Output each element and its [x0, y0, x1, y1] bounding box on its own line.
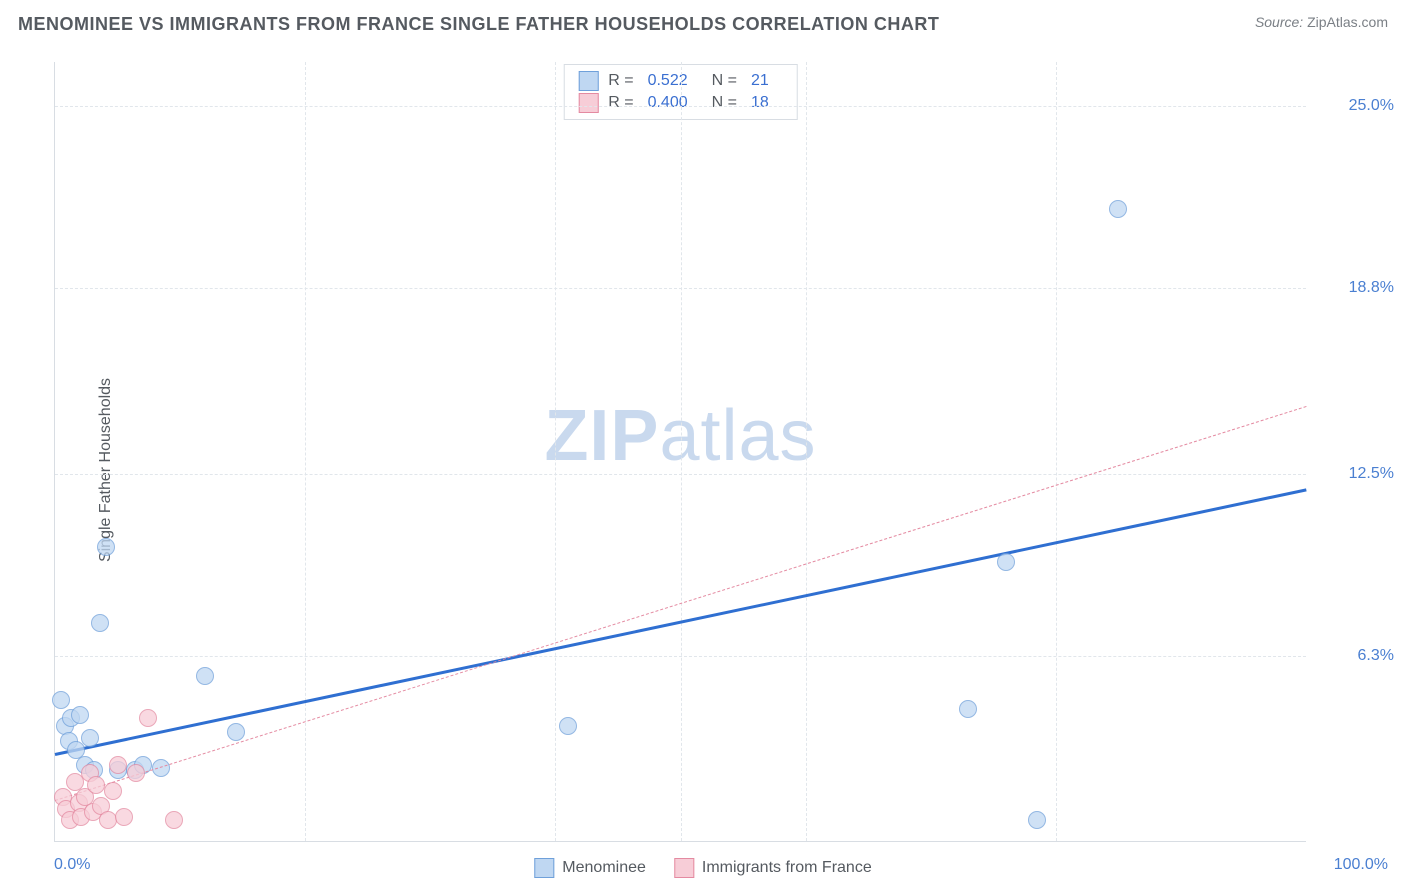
data-point-france — [104, 782, 122, 800]
data-point-france — [99, 811, 117, 829]
gridline-vertical — [681, 62, 682, 841]
watermark-part2: atlas — [659, 396, 816, 476]
data-point-menominee — [997, 553, 1015, 571]
data-point-france — [139, 709, 157, 727]
gridline-vertical — [305, 62, 306, 841]
data-point-menominee — [227, 723, 245, 741]
chart-header: MENOMINEE VS IMMIGRANTS FROM FRANCE SING… — [0, 0, 1406, 43]
gridline-vertical — [1056, 62, 1057, 841]
x-axis-min-label: 0.0% — [54, 856, 90, 874]
legend-swatch-menominee — [578, 71, 598, 91]
data-point-france — [165, 811, 183, 829]
source-attribution: Source: ZipAtlas.com — [1255, 14, 1388, 30]
data-point-menominee — [196, 667, 214, 685]
data-point-france — [115, 808, 133, 826]
r-label: R = — [608, 94, 633, 112]
data-point-menominee — [959, 700, 977, 718]
y-tick-label: 6.3% — [1314, 647, 1394, 665]
data-point-menominee — [81, 729, 99, 747]
data-point-france — [109, 756, 127, 774]
data-point-menominee — [97, 538, 115, 556]
chart-container: Single Father Households ZIPatlas R = 0.… — [0, 48, 1406, 892]
data-point-menominee — [1028, 811, 1046, 829]
watermark-part1: ZIP — [544, 396, 659, 476]
r-label: R = — [608, 72, 633, 90]
data-point-france — [127, 764, 145, 782]
data-point-menominee — [52, 691, 70, 709]
n-label: N = — [712, 94, 737, 112]
plot-area: ZIPatlas R = 0.522 N = 21 R = 0.400 N = … — [54, 62, 1306, 842]
chart-title: MENOMINEE VS IMMIGRANTS FROM FRANCE SING… — [18, 14, 939, 35]
y-tick-label: 12.5% — [1314, 465, 1394, 483]
data-point-menominee — [91, 614, 109, 632]
gridline-vertical — [555, 62, 556, 841]
legend-swatch-menominee — [534, 858, 554, 878]
r-value-menominee: 0.522 — [648, 72, 688, 90]
legend-item-france: Immigrants from France — [674, 858, 872, 878]
y-tick-label: 25.0% — [1314, 97, 1394, 115]
n-value-france: 18 — [751, 94, 769, 112]
data-point-menominee — [1109, 200, 1127, 218]
source-name: ZipAtlas.com — [1307, 14, 1388, 30]
legend-swatch-france — [674, 858, 694, 878]
series-legend: Menominee Immigrants from France — [534, 858, 871, 878]
legend-label-france: Immigrants from France — [702, 859, 872, 877]
gridline-vertical — [806, 62, 807, 841]
n-value-menominee: 21 — [751, 72, 769, 90]
r-value-france: 0.400 — [648, 94, 688, 112]
legend-label-menominee: Menominee — [562, 859, 646, 877]
data-point-menominee — [71, 706, 89, 724]
legend-item-menominee: Menominee — [534, 858, 646, 878]
data-point-menominee — [559, 717, 577, 735]
source-label: Source: — [1255, 14, 1303, 30]
n-label: N = — [712, 72, 737, 90]
x-axis-max-label: 100.0% — [1334, 856, 1388, 874]
legend-swatch-france — [578, 93, 598, 113]
y-tick-label: 18.8% — [1314, 279, 1394, 297]
